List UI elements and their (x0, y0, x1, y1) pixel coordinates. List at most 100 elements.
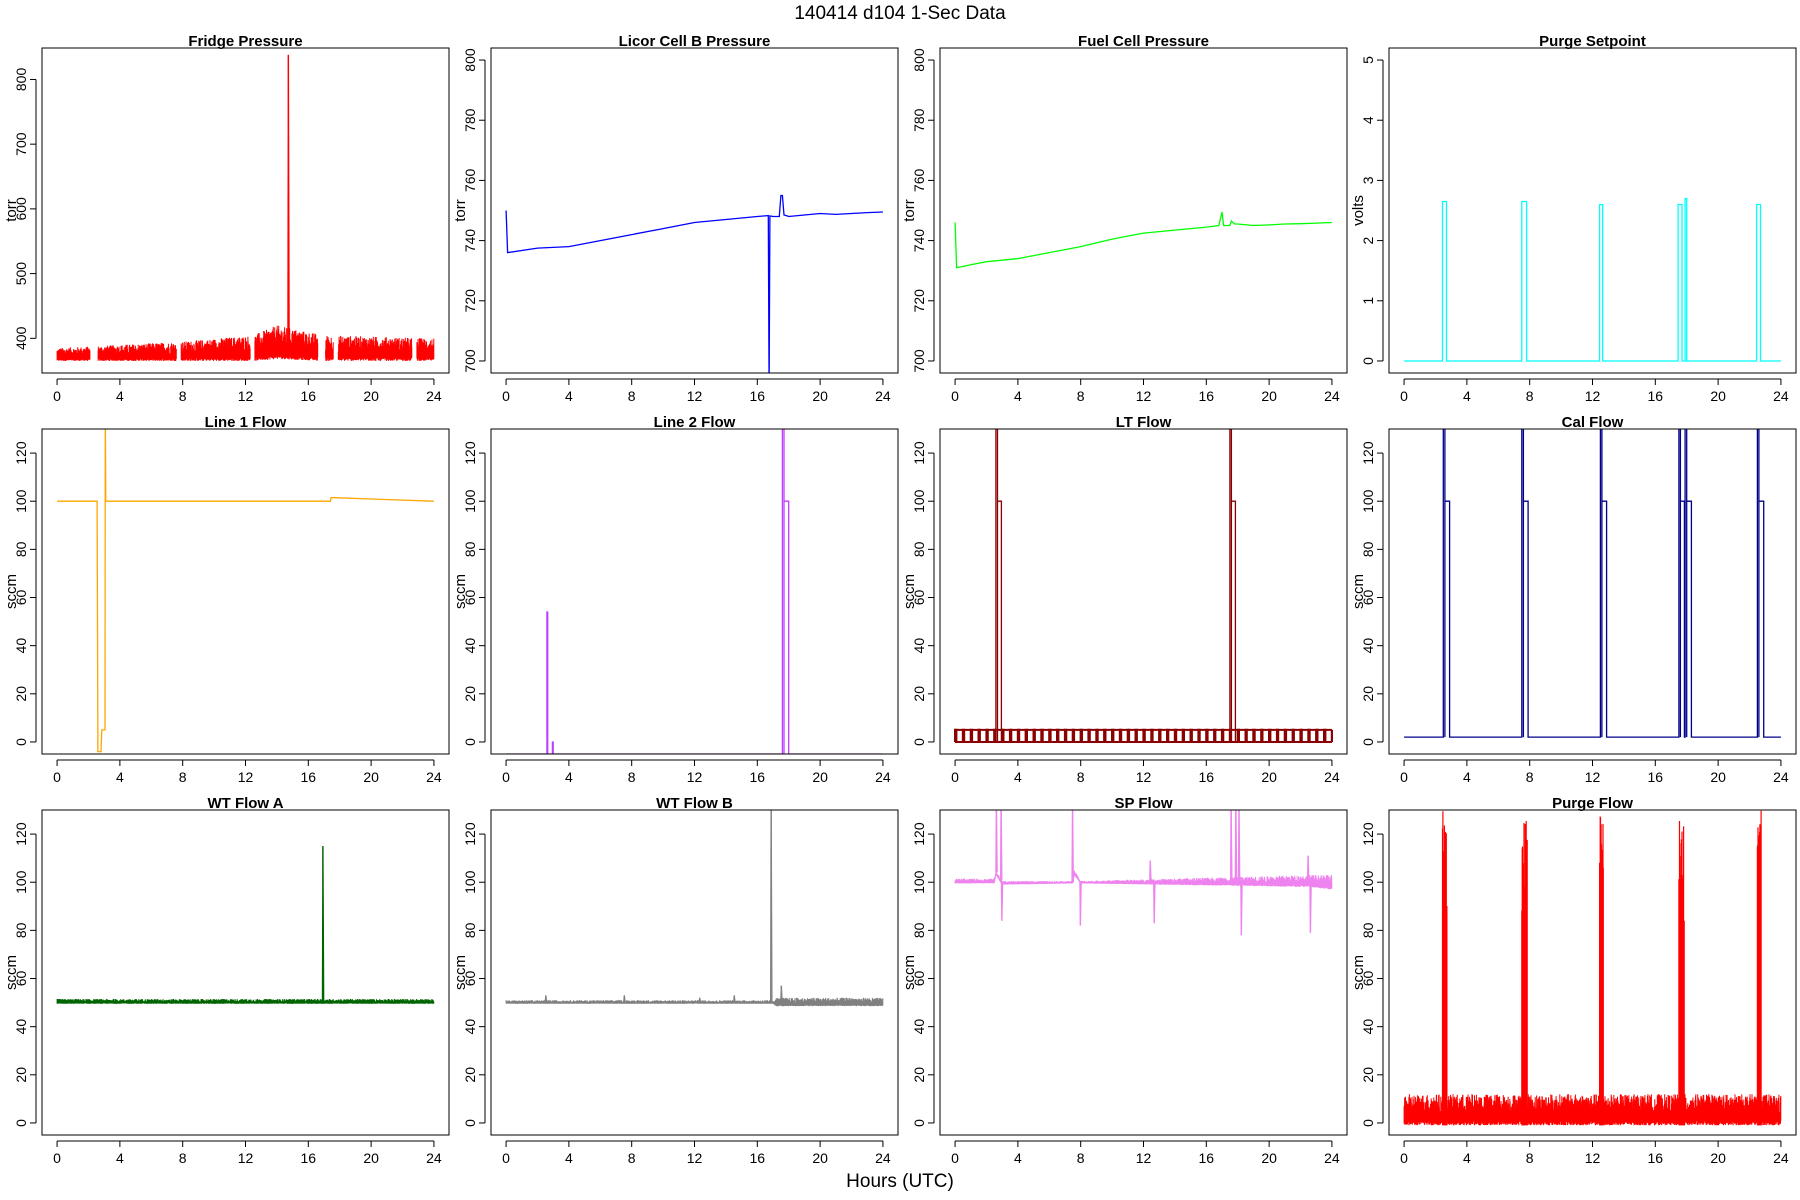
x-tick-label: 0 (951, 1150, 959, 1166)
x-tick-label: 12 (1585, 388, 1601, 404)
plot-frame (1388, 428, 1797, 755)
series-spike (1240, 881, 1243, 936)
panel-title: Line 1 Flow (205, 414, 287, 431)
x-tick-label: 24 (426, 769, 442, 785)
panel-title: WT Flow B (656, 795, 733, 812)
y-axis: 0 20 40 60 80 100 120 (13, 822, 37, 1127)
x-tick-label: 8 (1526, 1150, 1534, 1166)
x-tick-label: 0 (1400, 388, 1408, 404)
figure-x-axis-label: Hours (UTC) (846, 1171, 954, 1192)
y-tick-label: 80 (911, 922, 927, 938)
y-axis-label: sccm (3, 955, 20, 990)
y-tick-label: 80 (1360, 541, 1376, 557)
data-layer (57, 429, 434, 753)
series-spike (1307, 855, 1310, 882)
x-tick-label: 24 (426, 388, 442, 404)
x-tick-label: 0 (502, 388, 510, 404)
y-tick-label: 0 (1360, 357, 1376, 365)
y-tick-label: 20 (1360, 686, 1376, 702)
x-tick-label: 20 (1710, 1150, 1726, 1166)
y-tick-label: 80 (13, 922, 29, 938)
y-axis-label: sccm (901, 574, 918, 609)
data-layer (56, 54, 435, 362)
y-axis: 0 20 40 60 80 100 120 (13, 441, 37, 746)
y-tick-label: 120 (911, 441, 927, 465)
y-tick-label: 400 (13, 326, 29, 350)
x-tick-label: 24 (875, 388, 891, 404)
x-tick-label: 8 (628, 1150, 636, 1166)
x-tick-label: 12 (1136, 388, 1152, 404)
y-axis-label: torr (901, 199, 918, 222)
y-axis-label: torr (3, 199, 20, 222)
plot-frame (41, 428, 450, 755)
y-tick-label: 60 (462, 971, 478, 987)
series-pulses (995, 429, 1237, 742)
y-axis: 0 20 40 60 80 100 120 (1360, 441, 1384, 746)
x-tick-label: 24 (1324, 1150, 1340, 1166)
y-axis: 400 500 600 700 800 (13, 68, 37, 350)
panel-title: LT Flow (1116, 414, 1172, 431)
x-tick-label: 20 (1261, 769, 1277, 785)
x-tick-label: 20 (1261, 388, 1277, 404)
series-spike (287, 54, 290, 344)
y-axis-label: sccm (452, 955, 469, 990)
x-tick-label: 0 (1400, 1150, 1408, 1166)
y-tick-label: 720 (462, 289, 478, 313)
chart-panel: Line 1 Flow sccm 0 4 8 12 16 20 24 0 20 40 60 80 100 12… (3, 414, 450, 785)
x-axis: 0 4 8 12 16 20 24 (1400, 1140, 1789, 1166)
x-tick-label: 16 (1648, 769, 1664, 785)
panel-title: Purge Flow (1552, 795, 1633, 812)
y-tick-label: 40 (462, 1019, 478, 1035)
x-tick-label: 20 (1710, 769, 1726, 785)
y-axis: 0 20 40 60 80 100 120 (462, 822, 486, 1127)
x-axis: 0 4 8 12 16 20 24 (951, 1140, 1340, 1166)
x-tick-label: 8 (1077, 769, 1085, 785)
data-layer (56, 846, 435, 1004)
y-axis-label: sccm (901, 955, 918, 990)
y-tick-label: 20 (13, 686, 29, 702)
chart-panel: SP Flow sccm 0 4 8 12 16 20 24 0 20 40 60 80 100 120 (901, 795, 1348, 1166)
y-tick-label: 100 (462, 489, 478, 513)
y-tick-label: 0 (911, 1119, 927, 1127)
x-tick-label: 12 (687, 388, 703, 404)
y-tick-label: 100 (1360, 489, 1376, 513)
plot-frame (1388, 47, 1797, 374)
x-tick-label: 12 (1136, 1150, 1152, 1166)
x-tick-label: 8 (1077, 1150, 1085, 1166)
series-spike (1230, 810, 1233, 882)
plot-frame (1388, 809, 1797, 1136)
y-axis: 700 720 740 760 780 800 (911, 48, 935, 373)
x-tick-label: 0 (53, 1150, 61, 1166)
x-tick-label: 4 (565, 769, 573, 785)
y-tick-label: 120 (1360, 441, 1376, 465)
y-tick-label: 40 (911, 1019, 927, 1035)
x-tick-label: 4 (1014, 388, 1022, 404)
y-tick-label: 60 (1360, 971, 1376, 987)
x-tick-label: 16 (750, 388, 766, 404)
y-tick-label: 500 (13, 262, 29, 286)
y-tick-label: 80 (13, 541, 29, 557)
x-tick-label: 8 (179, 1150, 187, 1166)
series-spike (1071, 810, 1074, 883)
y-tick-label: 40 (462, 638, 478, 654)
y-axis-label: sccm (452, 574, 469, 609)
x-tick-label: 4 (1014, 1150, 1022, 1166)
series-line (56, 998, 435, 1004)
data-layer (954, 211, 1332, 269)
x-tick-label: 8 (1526, 769, 1534, 785)
y-tick-label: 60 (462, 590, 478, 606)
x-tick-label: 20 (1710, 388, 1726, 404)
y-axis-label: sccm (3, 574, 20, 609)
x-tick-label: 24 (875, 769, 891, 785)
x-tick-label: 20 (1261, 1150, 1277, 1166)
series-line (954, 870, 1333, 890)
y-tick-label: 40 (1360, 1019, 1376, 1035)
y-tick-label: 780 (462, 108, 478, 132)
series-spike (995, 810, 998, 873)
x-tick-label: 16 (301, 388, 317, 404)
x-tick-label: 0 (502, 769, 510, 785)
series-spike (699, 997, 702, 1003)
y-tick-label: 740 (462, 229, 478, 253)
y-tick-label: 120 (462, 441, 478, 465)
